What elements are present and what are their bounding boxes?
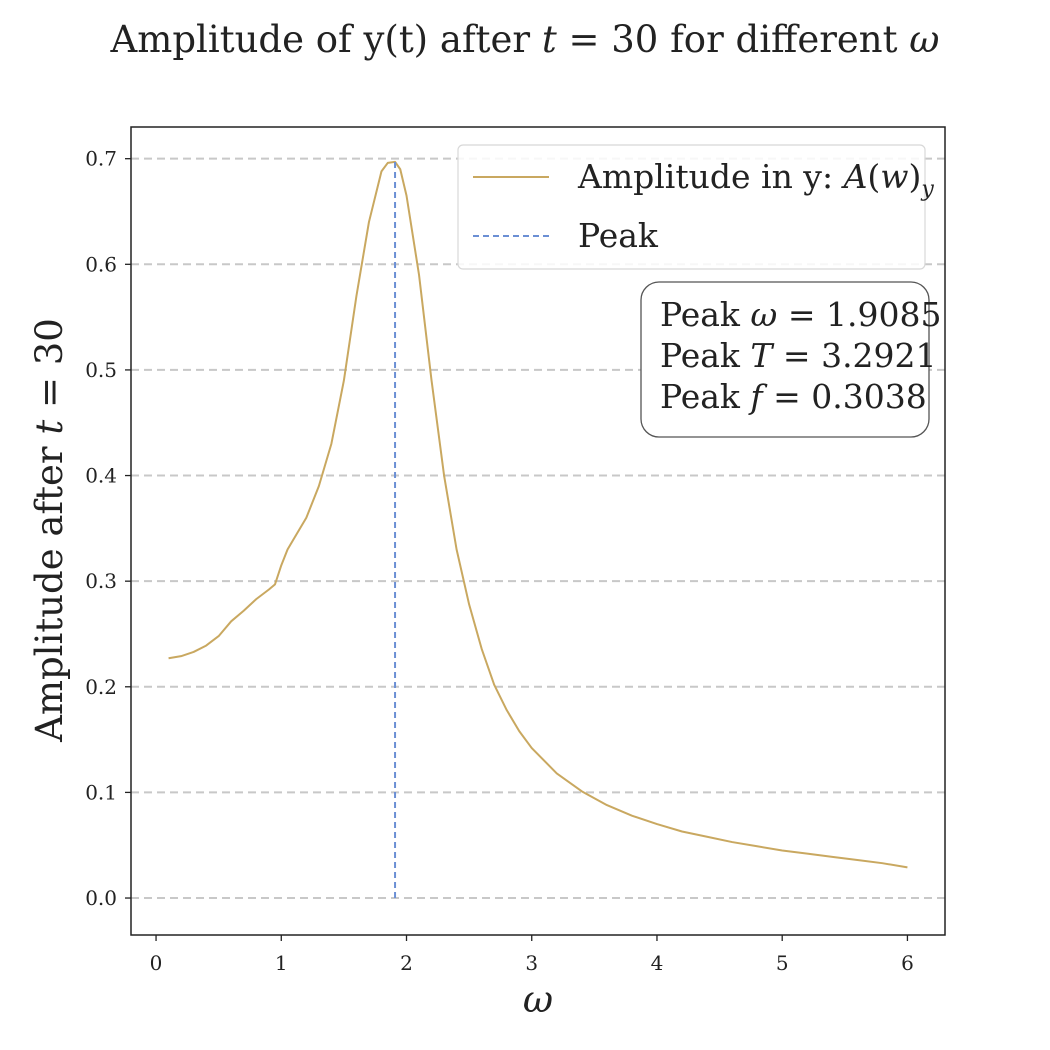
- series-layer: [168, 160, 908, 899]
- chart-title: Amplitude of y(t) after t = 30 for diffe…: [110, 18, 940, 61]
- y-tick-label: 0.2: [85, 675, 117, 699]
- plot-frame: [130, 126, 946, 936]
- annotation-peak-omega: Peak ω = 1.9085: [660, 295, 941, 334]
- legend-box: [457, 144, 926, 270]
- y-tick-label: 0.5: [85, 358, 117, 382]
- x-tick-label: 3: [525, 951, 538, 975]
- y-tick-label: 0.7: [85, 147, 117, 171]
- y-axis-ticks: 0.0 0.1 0.2 0.3 0.4 0.5 0.6 0.7: [85, 147, 131, 910]
- annotation-peak-period: Peak T = 3.2921: [660, 336, 937, 375]
- annotation-peak-frequency: Peak f = 0.3038: [660, 377, 927, 416]
- peak-annotation: Peak ω = 1.9085 Peak T = 3.2921 Peak f =…: [640, 281, 941, 438]
- y-tick-label: 0.1: [85, 780, 117, 804]
- x-tick-label: 0: [150, 951, 163, 975]
- amplitude-series-line: [168, 160, 908, 869]
- y-tick-label: 0.4: [85, 464, 117, 488]
- x-axis-label: ω: [523, 978, 553, 1021]
- y-tick-label: 0.3: [85, 569, 117, 593]
- grid-layer: [131, 157, 945, 900]
- x-tick-label: 1: [275, 951, 288, 975]
- y-tick-label: 0.6: [85, 252, 117, 276]
- x-tick-label: 2: [400, 951, 413, 975]
- y-axis-label: Amplitude after t = 30: [28, 318, 71, 743]
- x-tick-label: 4: [651, 951, 664, 975]
- legend-label-peak: Peak: [578, 216, 659, 255]
- legend: Amplitude in y: A(w)y Peak: [457, 144, 934, 270]
- y-tick-label: 0.0: [85, 886, 117, 910]
- x-axis-ticks: 0 1 2 3 4 5 6: [150, 935, 914, 975]
- annotation-box: [640, 281, 930, 438]
- x-tick-label: 5: [776, 951, 789, 975]
- x-tick-label: 6: [901, 951, 914, 975]
- legend-label-amplitude: Amplitude in y: A(w)y: [577, 157, 934, 202]
